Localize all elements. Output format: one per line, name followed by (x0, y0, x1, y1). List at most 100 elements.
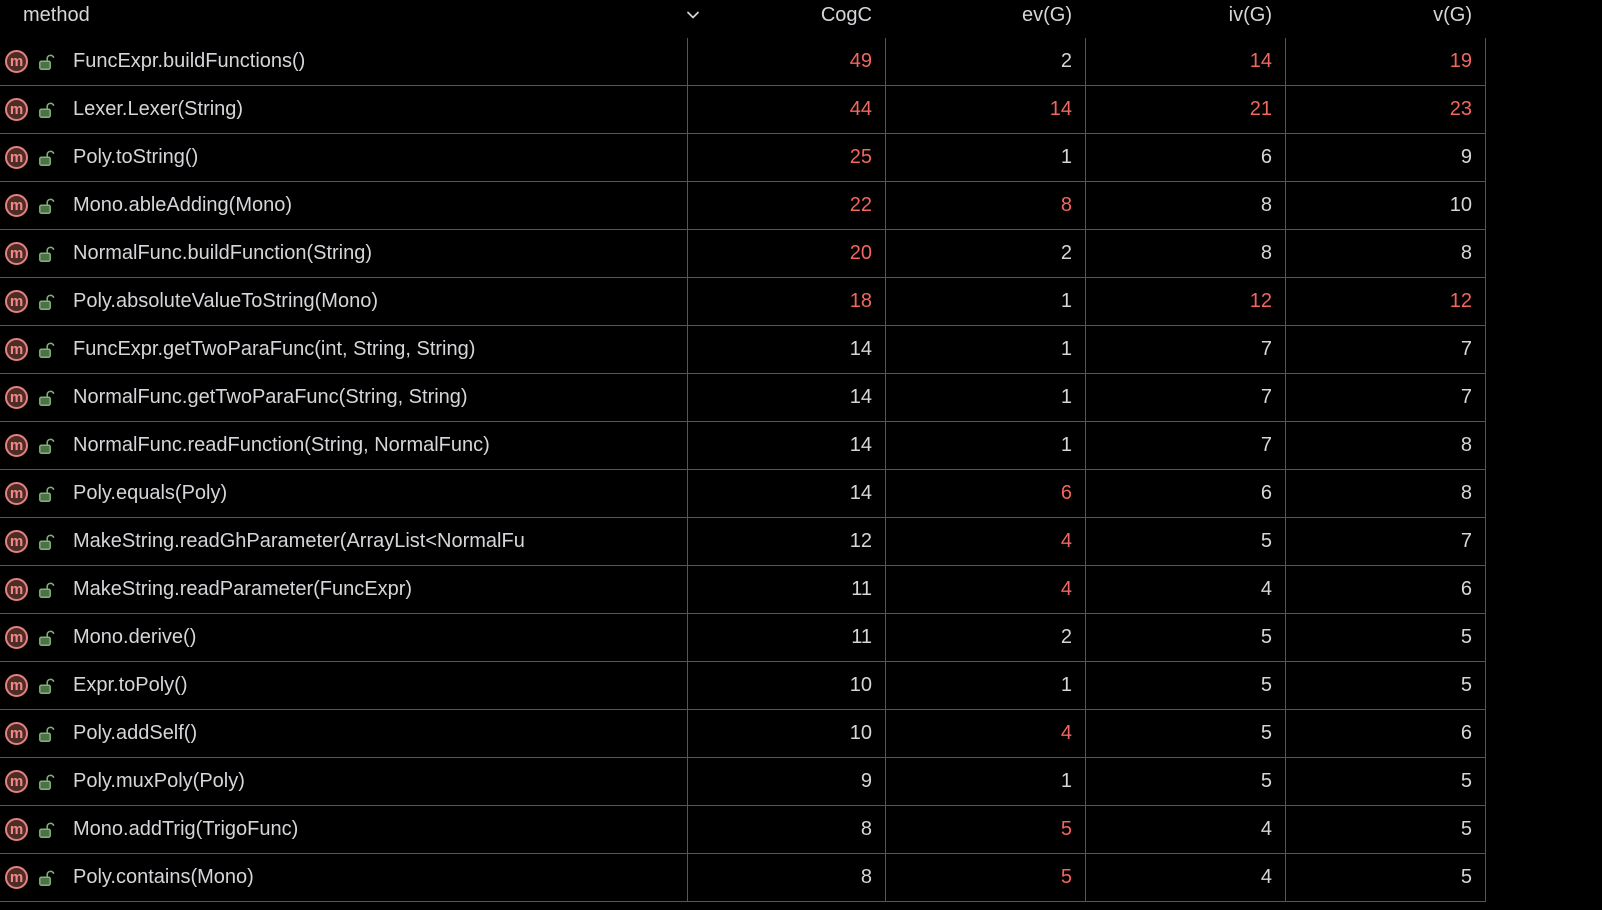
method-cell: m FuncExpr.getTwoParaFunc(int, String, S… (0, 326, 688, 373)
unlocked-padlock-icon (37, 772, 57, 792)
method-icon: m (5, 98, 28, 121)
cell-vg: 12 (1449, 290, 1472, 312)
cell-vg: 7 (1460, 386, 1472, 408)
cell-ivg: 4 (1260, 578, 1272, 600)
method-icon: m (5, 194, 28, 217)
column-divider (687, 38, 688, 902)
cell-ivg: 5 (1260, 770, 1272, 792)
column-divider (885, 38, 886, 902)
table-row[interactable]: m Poly.muxPoly(Poly) 9 1 5 5 (0, 758, 1486, 806)
method-icon: m (5, 242, 28, 265)
table-row[interactable]: m NormalFunc.getTwoParaFunc(String, Stri… (0, 374, 1486, 422)
method-icon-letter: m (9, 197, 24, 214)
method-icon-letter: m (9, 149, 24, 166)
cell-ivg: 8 (1260, 194, 1272, 216)
cell-vg: 7 (1460, 338, 1472, 360)
cell-cogc: 18 (849, 290, 872, 312)
method-icon-letter: m (9, 629, 24, 646)
method-name: Mono.derive() (73, 626, 197, 648)
column-header-cogc[interactable]: CogC (820, 4, 872, 26)
column-header-evg[interactable]: ev(G) (1022, 4, 1072, 26)
method-icon: m (5, 866, 28, 889)
table-row[interactable]: m MakeString.readParameter(FuncExpr) 11 … (0, 566, 1486, 614)
column-header-ivg[interactable]: iv(G) (1228, 4, 1272, 26)
column-divider (1285, 38, 1286, 902)
method-name: NormalFunc.buildFunction(String) (73, 242, 373, 264)
table-row[interactable]: m Poly.addSelf() 10 4 5 6 (0, 710, 1486, 758)
method-cell: m FuncExpr.buildFunctions() (0, 38, 688, 85)
method-icon: m (5, 482, 28, 505)
table-row[interactable]: m Mono.ableAdding(Mono) 22 8 8 10 (0, 182, 1486, 230)
method-name: Expr.toPoly() (73, 674, 188, 696)
table-row[interactable]: m Mono.derive() 11 2 5 5 (0, 614, 1486, 662)
table-row[interactable]: m Expr.toPoly() 10 1 5 5 (0, 662, 1486, 710)
method-cell: m NormalFunc.getTwoParaFunc(String, Stri… (0, 374, 688, 421)
cell-evg: 2 (1060, 242, 1072, 264)
cell-cogc: 14 (849, 338, 872, 360)
table-row[interactable]: m Poly.absoluteValueToString(Mono) 18 1 … (0, 278, 1486, 326)
method-cell: m Lexer.Lexer(String) (0, 86, 688, 133)
method-icon: m (5, 722, 28, 745)
cell-vg: 8 (1460, 242, 1472, 264)
unlocked-padlock-icon (37, 484, 57, 504)
cell-evg: 1 (1060, 338, 1072, 360)
method-name: Poly.addSelf() (73, 722, 198, 744)
cell-vg: 5 (1460, 626, 1472, 648)
method-cell: m Mono.ableAdding(Mono) (0, 182, 688, 229)
method-icon: m (5, 338, 28, 361)
unlocked-padlock-icon (37, 148, 57, 168)
column-header-vg[interactable]: v(G) (1433, 4, 1472, 26)
cell-cogc: 8 (860, 866, 872, 888)
method-icon-letter: m (9, 101, 24, 118)
method-icon: m (5, 818, 28, 841)
cell-vg: 8 (1460, 482, 1472, 504)
method-name: NormalFunc.readFunction(String, NormalFu… (73, 434, 490, 456)
cell-cogc: 20 (849, 242, 872, 264)
table-row[interactable]: m MakeString.readGhParameter(ArrayList<N… (0, 518, 1486, 566)
table-row[interactable]: m NormalFunc.readFunction(String, Normal… (0, 422, 1486, 470)
column-header-method[interactable]: method (23, 4, 90, 26)
unlocked-padlock-icon (37, 436, 57, 456)
method-name: Poly.toString() (73, 146, 199, 168)
method-name: Poly.muxPoly(Poly) (73, 770, 245, 792)
cell-cogc: 22 (849, 194, 872, 216)
cell-cogc: 10 (849, 674, 872, 696)
table-row[interactable]: m Poly.toString() 25 1 6 9 (0, 134, 1486, 182)
table-row[interactable]: m Poly.equals(Poly) 14 6 6 8 (0, 470, 1486, 518)
unlocked-padlock-icon (37, 676, 57, 696)
cell-evg: 1 (1060, 386, 1072, 408)
table-row[interactable]: m Poly.contains(Mono) 8 5 4 5 (0, 854, 1486, 902)
unlocked-padlock-icon (37, 532, 57, 552)
column-divider (1485, 38, 1486, 902)
table-row[interactable]: m FuncExpr.getTwoParaFunc(int, String, S… (0, 326, 1486, 374)
method-icon-letter: m (9, 437, 24, 454)
cell-cogc: 14 (849, 434, 872, 456)
unlocked-padlock-icon (37, 724, 57, 744)
table-row[interactable]: m FuncExpr.buildFunctions() 49 2 14 19 (0, 38, 1486, 86)
method-icon: m (5, 578, 28, 601)
cell-ivg: 14 (1249, 50, 1272, 72)
cell-cogc: 12 (849, 530, 872, 552)
method-icon-letter: m (9, 245, 24, 262)
method-icon-letter: m (9, 485, 24, 502)
table-header: method CogC ev(G) iv(G) v(G) (0, 0, 1486, 38)
chevron-down-icon[interactable] (684, 6, 702, 24)
method-icon: m (5, 290, 28, 313)
method-icon: m (5, 386, 28, 409)
table-row[interactable]: m Mono.addTrig(TrigoFunc) 8 5 4 5 (0, 806, 1486, 854)
method-icon-letter: m (9, 869, 24, 886)
cell-evg: 6 (1060, 482, 1072, 504)
table-row[interactable]: m Lexer.Lexer(String) 44 14 21 23 (0, 86, 1486, 134)
table-row[interactable]: m NormalFunc.buildFunction(String) 20 2 … (0, 230, 1486, 278)
cell-vg: 5 (1460, 818, 1472, 840)
method-name: MakeString.readGhParameter(ArrayList<Nor… (73, 530, 525, 552)
method-name: NormalFunc.getTwoParaFunc(String, String… (73, 386, 468, 408)
cell-ivg: 6 (1260, 482, 1272, 504)
method-cell: m NormalFunc.readFunction(String, Normal… (0, 422, 688, 469)
cell-evg: 4 (1060, 578, 1072, 600)
method-icon: m (5, 770, 28, 793)
cell-cogc: 44 (849, 98, 872, 120)
cell-vg: 6 (1460, 722, 1472, 744)
cell-ivg: 5 (1260, 530, 1272, 552)
